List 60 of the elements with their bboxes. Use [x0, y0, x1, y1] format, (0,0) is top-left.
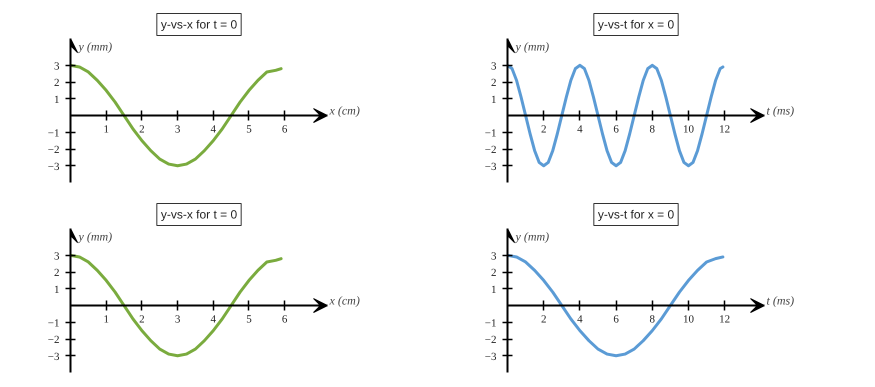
y-tick-label: 1	[491, 284, 496, 296]
y-tick-label: −2	[48, 334, 60, 346]
y-axis-title: y (mm)	[78, 230, 112, 244]
y-axis-title: y (mm)	[514, 40, 550, 54]
x-tick-label: 6	[613, 124, 620, 136]
y-tick-label: −3	[48, 160, 60, 173]
x-tick-label: 10	[682, 314, 694, 326]
y-tick-label: 2	[54, 267, 60, 280]
x-tick-label: 10	[682, 124, 694, 136]
x-tick-label: 2	[139, 124, 145, 136]
chart-title: y-vs-t for x = 0	[598, 18, 674, 32]
y-tick-label: −2	[484, 334, 497, 346]
y-tick-label: 3	[491, 60, 497, 72]
x-tick-label: 4	[577, 314, 584, 326]
x-tick-label: 5	[246, 314, 252, 326]
y-tick-label: 1	[491, 94, 496, 106]
y-tick-label: 1	[54, 94, 60, 106]
x-tick-label: 4	[210, 124, 217, 136]
y-tick-label: 1	[54, 284, 60, 296]
y-axis-title: y (mm)	[514, 230, 550, 244]
chart-title: y-vs-x for t = 0	[160, 208, 238, 222]
x-tick-label: 8	[650, 124, 656, 136]
x-tick-label: 5	[246, 124, 252, 136]
y-tick-label: 3	[491, 250, 497, 262]
chart-title: y-vs-t for x = 0	[598, 208, 674, 222]
x-tick-label: 6	[282, 314, 288, 326]
x-axis-title: x (cm)	[328, 294, 360, 308]
x-tick-label: 8	[650, 314, 656, 326]
x-tick-label: 12	[719, 314, 730, 326]
x-tick-label: 2	[139, 314, 145, 326]
y-tick-label: 2	[491, 77, 496, 90]
y-axis-title: y (mm)	[78, 40, 112, 54]
y-tick-label: −1	[484, 317, 497, 330]
x-tick-label: 3	[174, 314, 181, 326]
x-tick-label: 2	[540, 124, 546, 136]
x-tick-label: 6	[613, 314, 620, 326]
x-tick-label: 3	[174, 124, 181, 136]
y-tick-label: 2	[491, 267, 496, 280]
x-tick-label: 2	[540, 314, 546, 326]
y-tick-label: −1	[48, 317, 60, 330]
y-tick-label: −1	[484, 127, 497, 140]
chart-title: y-vs-x for t = 0	[160, 18, 238, 32]
x-tick-label: 6	[282, 124, 288, 136]
x-tick-label: 12	[719, 124, 730, 136]
y-tick-label: 3	[54, 60, 60, 72]
x-tick-label: 4	[577, 124, 584, 136]
x-tick-label: 1	[103, 124, 109, 136]
y-tick-label: −3	[484, 160, 497, 173]
y-tick-label: −2	[48, 144, 60, 156]
x-axis-title: t (ms)	[766, 104, 794, 118]
x-tick-label: 4	[210, 314, 217, 326]
y-tick-label: 2	[54, 77, 60, 90]
y-tick-label: 3	[54, 250, 60, 262]
x-tick-label: 1	[103, 314, 109, 326]
y-tick-label: −3	[48, 350, 60, 363]
y-tick-label: −2	[484, 144, 497, 156]
y-tick-label: −3	[484, 350, 497, 363]
x-axis-title: t (ms)	[766, 294, 794, 308]
y-tick-label: −1	[48, 127, 60, 140]
x-axis-title: x (cm)	[328, 104, 360, 118]
